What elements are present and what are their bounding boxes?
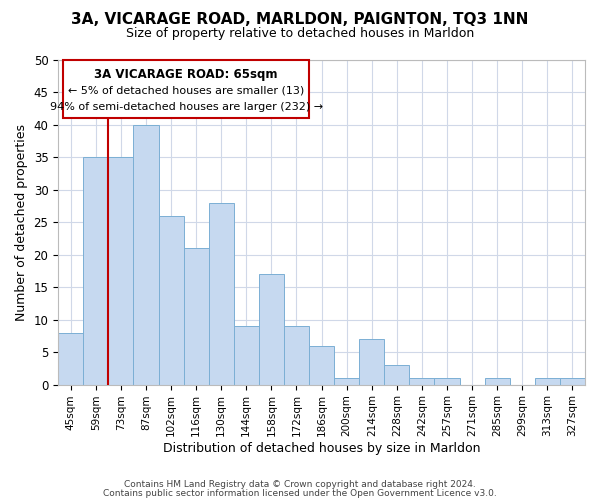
Bar [309, 346, 334, 385]
Bar [535, 378, 560, 384]
Bar [58, 332, 83, 384]
Bar [359, 339, 384, 384]
Y-axis label: Number of detached properties: Number of detached properties [15, 124, 28, 321]
Text: Contains HM Land Registry data © Crown copyright and database right 2024.: Contains HM Land Registry data © Crown c… [124, 480, 476, 489]
Text: Contains public sector information licensed under the Open Government Licence v3: Contains public sector information licen… [103, 488, 497, 498]
Bar [234, 326, 259, 384]
Bar [434, 378, 460, 384]
Text: 3A, VICARAGE ROAD, MARLDON, PAIGNTON, TQ3 1NN: 3A, VICARAGE ROAD, MARLDON, PAIGNTON, TQ… [71, 12, 529, 28]
Bar [409, 378, 434, 384]
FancyBboxPatch shape [63, 60, 309, 118]
Text: 3A VICARAGE ROAD: 65sqm: 3A VICARAGE ROAD: 65sqm [94, 68, 278, 81]
Bar [560, 378, 585, 384]
Text: ← 5% of detached houses are smaller (13): ← 5% of detached houses are smaller (13) [68, 86, 304, 96]
Bar [158, 216, 184, 384]
Bar [109, 158, 133, 384]
Bar [259, 274, 284, 384]
Bar [284, 326, 309, 384]
Text: 94% of semi-detached houses are larger (232) →: 94% of semi-detached houses are larger (… [50, 102, 323, 112]
Bar [133, 125, 158, 384]
Bar [83, 158, 109, 384]
X-axis label: Distribution of detached houses by size in Marldon: Distribution of detached houses by size … [163, 442, 481, 455]
Bar [209, 203, 234, 384]
Bar [485, 378, 510, 384]
Text: Size of property relative to detached houses in Marldon: Size of property relative to detached ho… [126, 28, 474, 40]
Bar [384, 365, 409, 384]
Bar [334, 378, 359, 384]
Bar [184, 248, 209, 384]
